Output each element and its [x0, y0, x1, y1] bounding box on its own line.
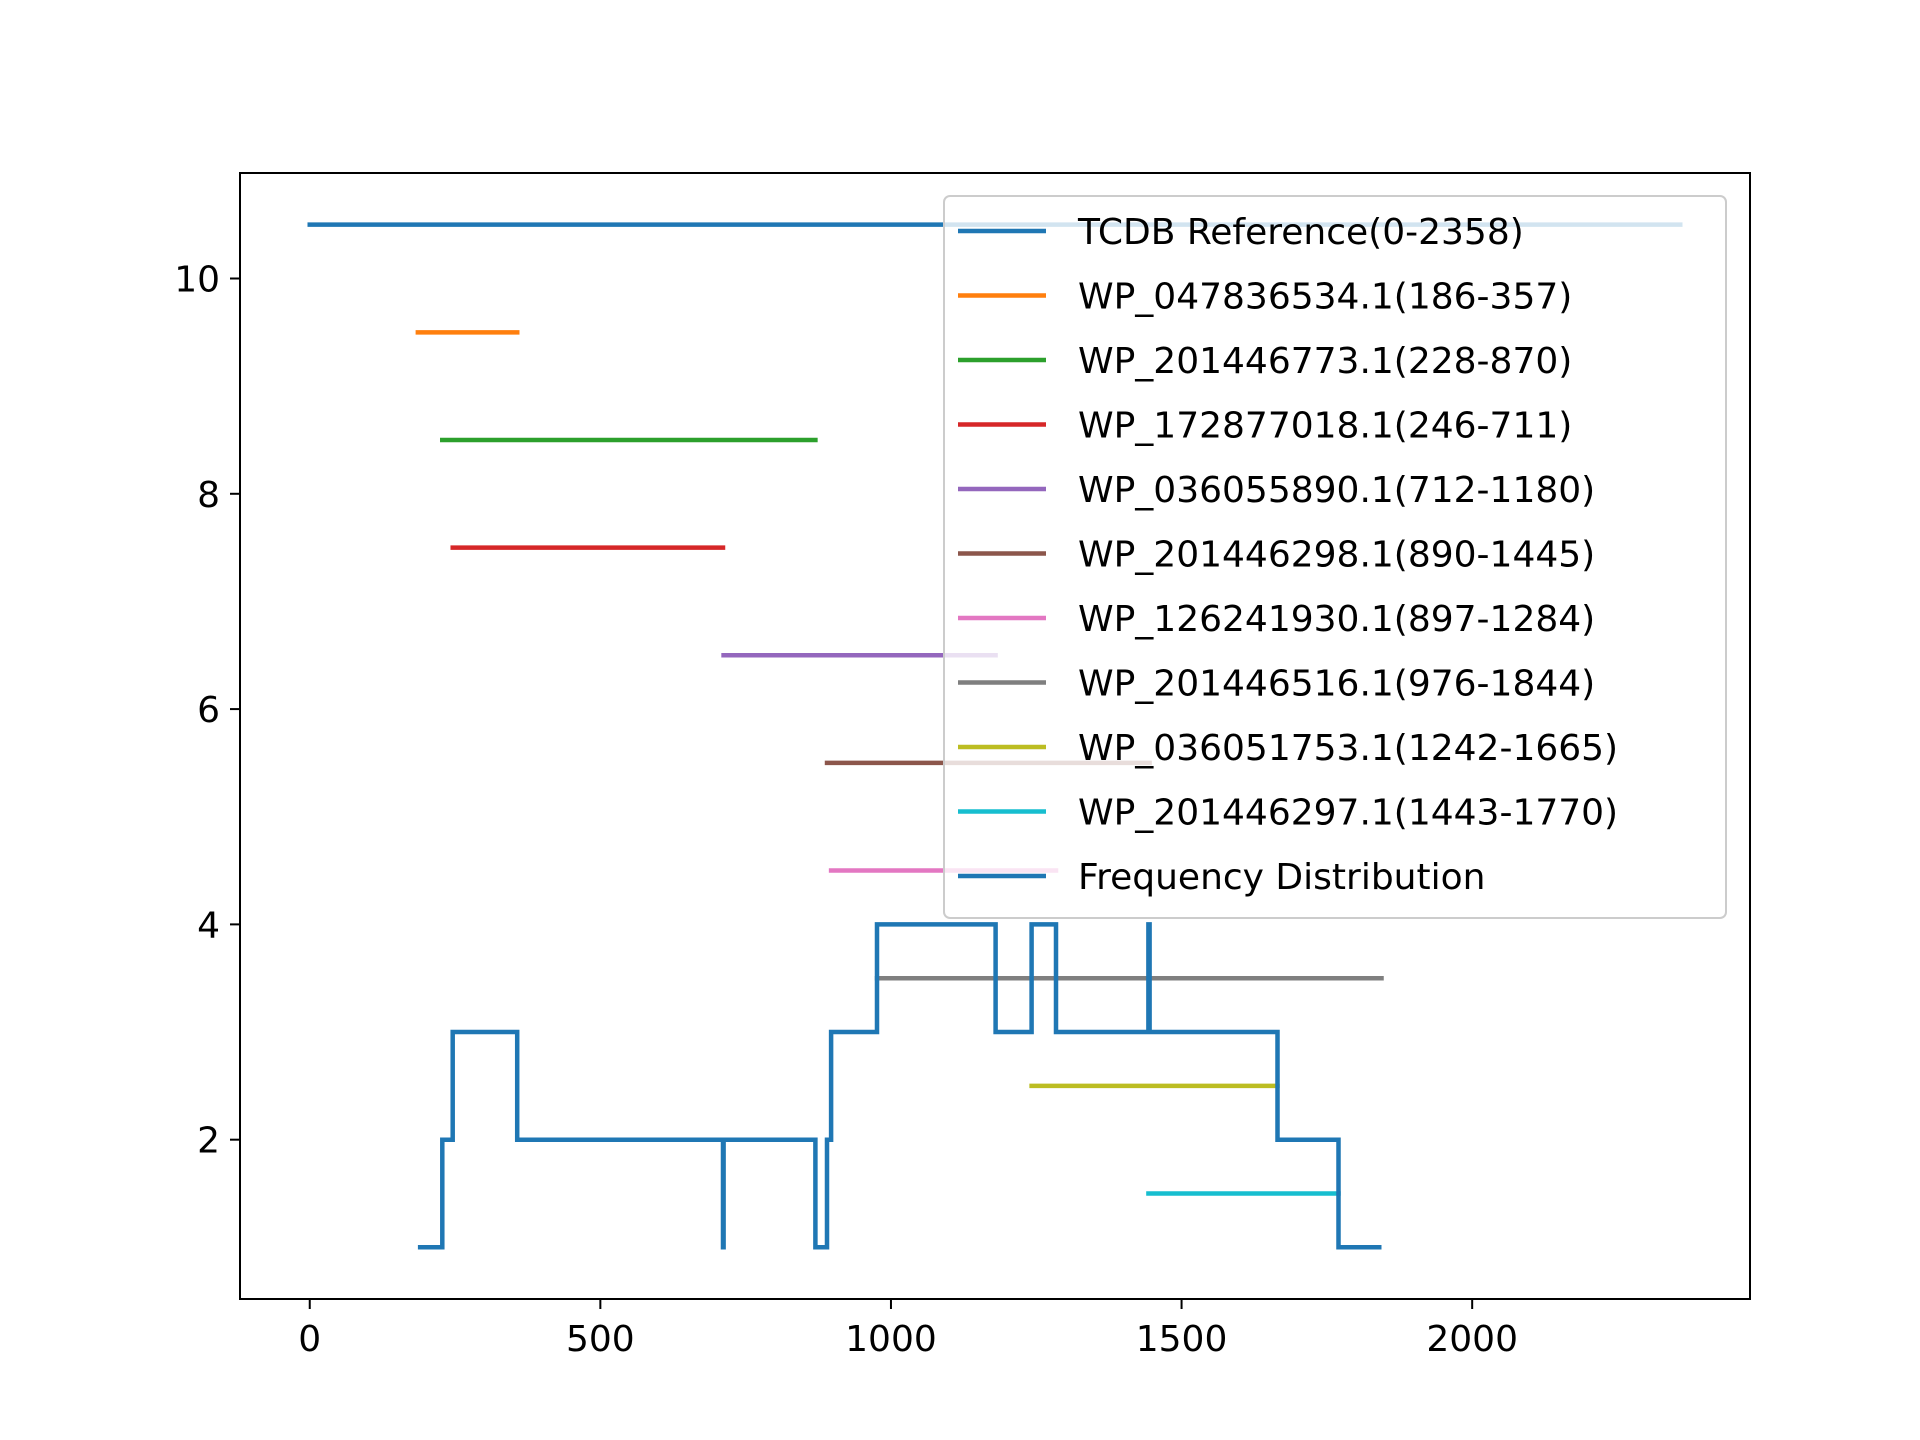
series-layer — [307, 222, 1683, 1250]
legend-label-9: WP_036051753.1(1242-1665) — [1078, 728, 1618, 769]
tick-layer: 0 500 1000 1500 2000 2 4 6 8 10 — [174, 259, 1518, 1360]
y-tick-label-4: 4 — [197, 905, 220, 946]
legend: TCDB Reference(0-2358) WP_047836534.1(186… — [943, 195, 1727, 919]
legend-label-10: WP_201446297.1(1443-1770) — [1078, 793, 1618, 834]
legend-label-3: WP_201446773.1(228-870) — [1078, 341, 1572, 382]
x-tick-label-500: 500 — [566, 1319, 635, 1360]
legend-label-1: TCDB Reference(0-2358) — [1077, 212, 1524, 253]
y-tick-label-2: 2 — [197, 1121, 220, 1162]
legend-label-5: WP_036055890.1(712-1180) — [1078, 470, 1595, 511]
legend-label-11: Frequency Distribution — [1078, 857, 1485, 898]
y-tick-label-8: 8 — [197, 475, 220, 516]
plot-frame — [239, 172, 1751, 1300]
y-tick-label-10: 10 — [174, 259, 220, 300]
x-tick-label-1000: 1000 — [845, 1319, 937, 1360]
legend-label-7: WP_126241930.1(897-1284) — [1078, 599, 1595, 640]
legend-label-8: WP_201446516.1(976-1844) — [1078, 664, 1595, 705]
legend-box — [943, 195, 1727, 919]
legend-label-6: WP_201446298.1(890-1445) — [1078, 535, 1595, 576]
x-tick-label-2000: 2000 — [1426, 1319, 1518, 1360]
y-tick-label-6: 6 — [197, 690, 220, 731]
x-tick-label-1500: 1500 — [1136, 1319, 1228, 1360]
legend-label-2: WP_047836534.1(186-357) — [1078, 277, 1572, 318]
legend-label-4: WP_172877018.1(246-711) — [1078, 406, 1572, 447]
x-tick-label-0: 0 — [298, 1319, 321, 1360]
frequency-distribution-line — [417, 922, 1382, 1250]
